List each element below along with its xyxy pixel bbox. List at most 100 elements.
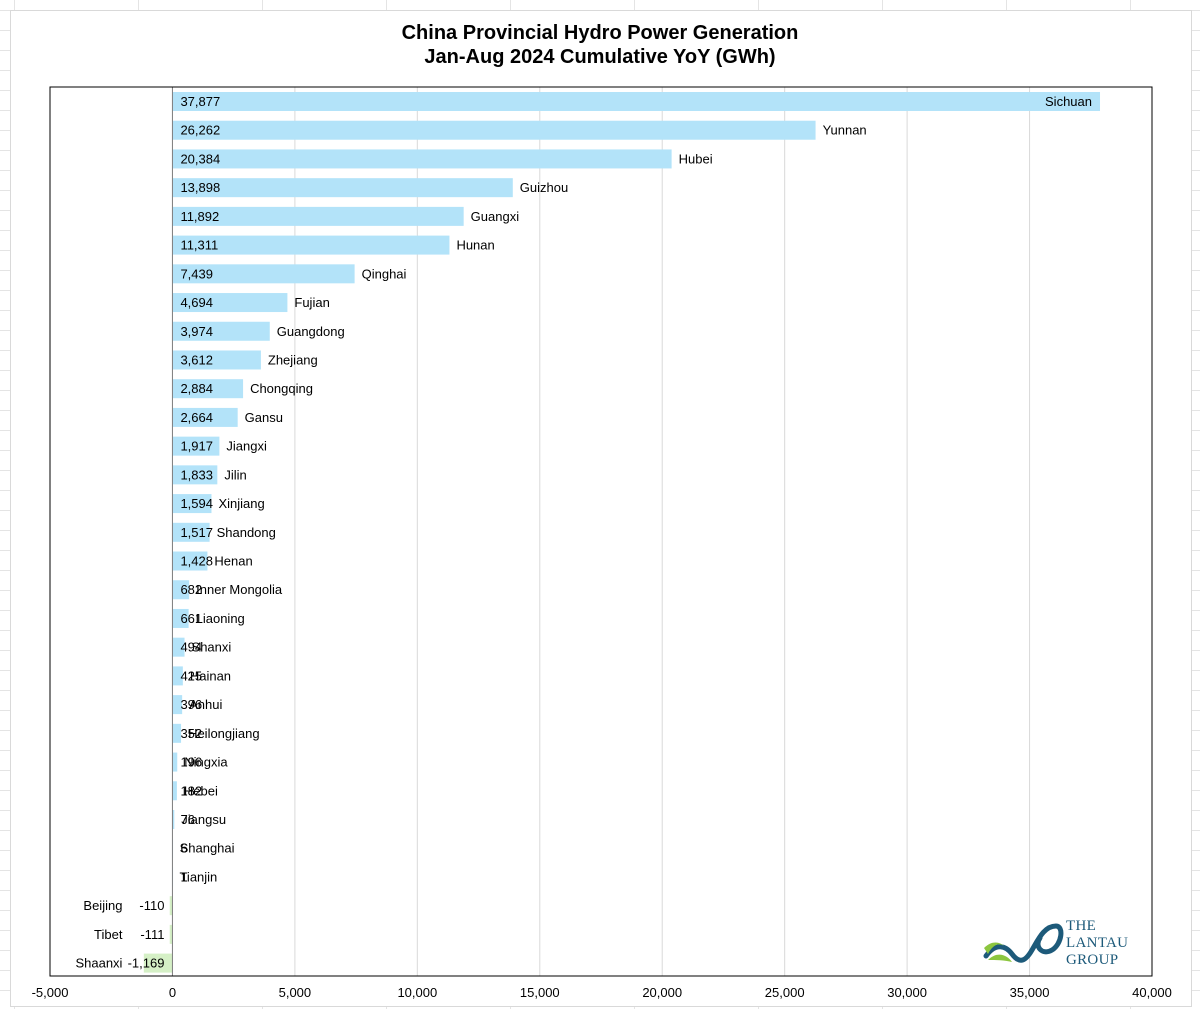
category-label: Heilongjiang — [188, 726, 260, 741]
x-tick-label: 5,000 — [279, 985, 312, 1000]
value-label: 1,594 — [180, 496, 213, 511]
logo-text-line1: THE — [1066, 918, 1097, 934]
category-label: Hunan — [456, 238, 494, 253]
category-label: Shanxi — [192, 640, 232, 655]
category-label: Shandong — [217, 525, 276, 540]
category-label: Guangdong — [277, 324, 345, 339]
bar — [169, 924, 173, 944]
x-tick-label: 40,000 — [1132, 985, 1172, 1000]
bar — [172, 206, 464, 226]
category-label: Yunnan — [823, 123, 867, 138]
value-label: 2,664 — [180, 410, 213, 425]
value-label: 11,311 — [180, 238, 218, 253]
category-label: Ningxia — [184, 755, 228, 770]
bar — [172, 580, 190, 600]
bar — [172, 92, 1101, 111]
value-label: 3,612 — [180, 352, 213, 367]
lantau-group-logo: THE LANTAU GROUP — [982, 916, 1142, 968]
category-label: Liaoning — [196, 611, 245, 626]
bar — [172, 149, 672, 169]
bar — [172, 608, 189, 628]
bar — [172, 293, 288, 313]
x-tick-label: -5,000 — [32, 985, 69, 1000]
category-label: Jiangsu — [181, 812, 226, 827]
bar — [172, 666, 183, 686]
category-label: Sichuan — [1045, 94, 1092, 109]
category-label: Guizhou — [520, 180, 568, 195]
bar — [172, 494, 212, 514]
category-label: Anhui — [189, 697, 222, 712]
x-tick-label: 30,000 — [887, 985, 927, 1000]
logo-text: THE LANTAU GROUP — [1066, 918, 1146, 969]
plot-border — [49, 86, 1153, 977]
category-label: Qinghai — [362, 266, 407, 281]
category-label: Jiangxi — [226, 439, 267, 454]
value-label: 37,877 — [180, 94, 220, 109]
bar — [172, 350, 261, 370]
bar — [172, 321, 270, 341]
value-label: 7,439 — [180, 266, 213, 281]
bar — [172, 723, 182, 743]
value-label: 196 — [180, 755, 202, 770]
chart-subtitle: Jan-Aug 2024 Cumulative YoY (GWh) — [424, 46, 776, 68]
bar — [172, 781, 177, 801]
category-label: Fujian — [294, 295, 329, 310]
bar — [172, 695, 183, 715]
value-label: -110 — [139, 898, 164, 913]
value-label: 11,892 — [180, 209, 219, 224]
category-label: Hubei — [679, 151, 713, 166]
bar — [172, 465, 218, 485]
category-label: Zhejiang — [268, 352, 318, 367]
bar — [172, 178, 513, 198]
category-label: Henan — [214, 554, 252, 569]
value-label: 425 — [180, 668, 202, 683]
value-label: 396 — [180, 697, 202, 712]
value-label: 76 — [180, 812, 194, 827]
x-tick-label: 15,000 — [520, 985, 560, 1000]
value-label: 13,898 — [180, 180, 220, 195]
value-label: 1,833 — [180, 467, 213, 482]
category-label: Tianjin — [179, 869, 217, 884]
chart-title: China Provincial Hydro Power Generation … — [0, 21, 1200, 69]
value-label: 4,694 — [180, 295, 213, 310]
x-tick-label: 20,000 — [642, 985, 682, 1000]
value-label: 1,517 — [180, 525, 213, 540]
value-label: 1,428 — [180, 554, 213, 569]
value-label: 3,974 — [180, 324, 213, 339]
wave-loop-icon — [983, 923, 1064, 963]
bar — [172, 264, 355, 284]
category-label: Hainan — [190, 668, 231, 683]
value-label: 352 — [180, 726, 202, 741]
chart-title-line1: China Provincial Hydro Power Generation — [401, 22, 799, 44]
bar — [172, 551, 208, 571]
logo-text-line2: LANTAU — [1066, 935, 1129, 951]
category-label: Beijing — [83, 898, 122, 913]
bar — [172, 637, 185, 657]
x-tick-label: 10,000 — [397, 985, 437, 1000]
category-label: Tibet — [94, 927, 123, 942]
value-label: 26,262 — [180, 123, 220, 138]
category-label: Hebei — [184, 783, 218, 798]
bar — [143, 953, 173, 973]
bar — [172, 810, 175, 829]
category-label: Gansu — [245, 410, 283, 425]
value-label: 2,884 — [180, 381, 213, 396]
bar — [172, 379, 244, 399]
category-label: Shanghai — [180, 841, 235, 856]
x-tick-label: 0 — [169, 985, 176, 1000]
value-label: -1,169 — [128, 956, 165, 971]
category-label: Shaanxi — [75, 956, 122, 971]
bar — [172, 436, 220, 456]
bar — [172, 752, 178, 772]
plot-area — [50, 87, 1152, 976]
value-label: 661 — [180, 611, 202, 626]
x-tick-label: 35,000 — [1010, 985, 1050, 1000]
value-label: 182 — [180, 783, 202, 798]
category-label: Guangxi — [471, 209, 520, 224]
value-label: 1,917 — [180, 439, 213, 454]
value-label: 1 — [180, 869, 187, 884]
value-label: -111 — [140, 927, 164, 942]
bar — [172, 522, 210, 542]
bar — [172, 235, 450, 255]
